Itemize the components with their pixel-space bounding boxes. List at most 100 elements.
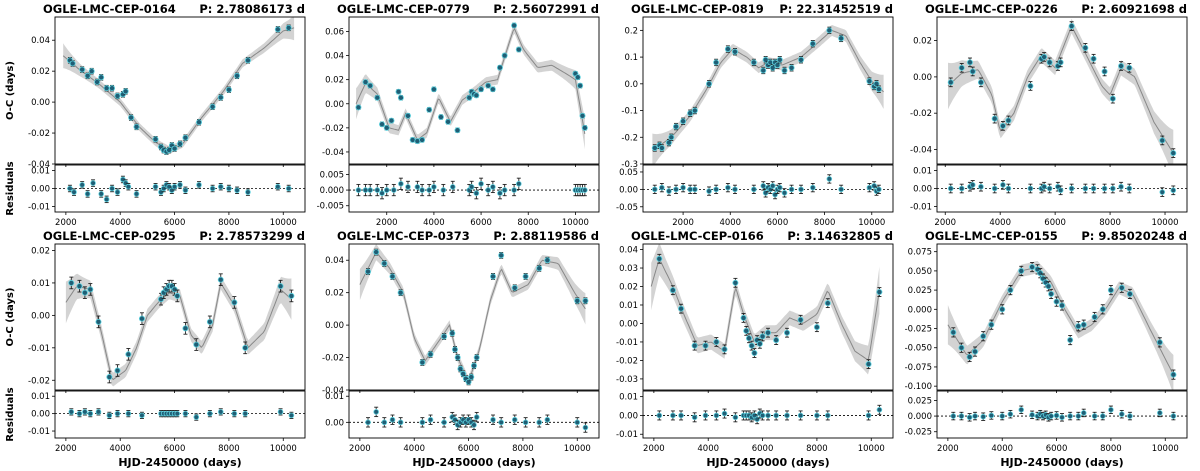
oc-axes-frame [642, 243, 894, 391]
res-xtick-label: 2000 [376, 218, 398, 228]
res-point [485, 187, 491, 193]
res-ytick-label: 0.000 [320, 186, 344, 196]
oc-axes-frame [642, 16, 894, 165]
oc-point [193, 341, 200, 348]
oc-point [489, 86, 496, 93]
model-curve [62, 27, 295, 151]
res-xtick-label: 8000 [218, 444, 240, 454]
res-point [427, 416, 434, 423]
confidence-band [947, 260, 1174, 390]
res-point [90, 180, 96, 186]
res-point [958, 185, 965, 192]
res-point [1000, 182, 1006, 188]
res-point [511, 416, 518, 423]
oc-point [157, 296, 164, 303]
res-xtick-label: 10000 [270, 444, 297, 454]
oc-point [449, 330, 456, 337]
oc-point [388, 117, 395, 124]
res-point [125, 183, 132, 190]
res-ytick-label: 0.00 [31, 410, 50, 420]
oc-point [152, 136, 159, 143]
oc-point [687, 110, 694, 117]
res-point [999, 413, 1006, 419]
oc-point [365, 268, 372, 275]
oc-axes-frame [348, 243, 600, 391]
res-point [876, 186, 882, 193]
res-point [405, 184, 411, 190]
res-point [865, 412, 872, 419]
oc-point [454, 127, 461, 134]
res-point [71, 189, 77, 195]
oc-ytick-label: 0.00 [913, 73, 932, 83]
res-ytick-label: 0.01 [31, 392, 50, 402]
res-point [732, 414, 739, 421]
res-xtick-label: 2000 [643, 444, 665, 454]
oc-point [171, 145, 178, 152]
oc-point [969, 68, 976, 75]
res-point [1099, 413, 1106, 419]
oc-point [225, 86, 232, 93]
oc-ytick-label: 0.02 [619, 283, 638, 293]
oc-point [788, 64, 795, 71]
oc-point [724, 46, 731, 53]
res-plot-area [643, 174, 893, 200]
res-point [582, 424, 589, 431]
oc-point [1118, 63, 1125, 70]
oc-point [759, 333, 766, 340]
res-point [574, 419, 581, 426]
oc-point [1109, 95, 1116, 102]
res-plot-area [937, 180, 1187, 197]
res-xtick-label: 8000 [512, 444, 534, 454]
oc-plot-area [947, 260, 1177, 390]
oc-point [87, 286, 94, 293]
res-point [947, 185, 954, 192]
res-point [68, 409, 75, 415]
res-point [1118, 411, 1125, 417]
res-point [182, 187, 189, 194]
chart-panel-ogle-lmc-cep-0819: OGLE-LMC-CEP-0819 P: 22.31452519 d -0.3 -0.… [616, 2, 894, 228]
oc-point [217, 276, 224, 283]
oc-point [76, 283, 83, 290]
res-xtick-label: 10000 [1152, 444, 1179, 454]
oc-ytick-label: 0.00 [31, 98, 50, 108]
res-point [824, 412, 831, 419]
confidence-band [65, 273, 292, 387]
res-point [381, 419, 388, 426]
oc-point [242, 344, 249, 351]
res-ytick-label: -0.01 [616, 430, 638, 440]
oc-point [706, 80, 713, 87]
oc-point [656, 255, 663, 262]
oc-point [813, 324, 820, 331]
oc-point [466, 94, 473, 101]
oc-axes-frame [54, 243, 306, 391]
oc-point [1037, 270, 1044, 277]
res-ytick-label: 0.00 [325, 418, 344, 428]
res-point [1027, 185, 1034, 192]
res-point [810, 184, 816, 191]
res-point [988, 412, 995, 419]
oc-point [1082, 44, 1089, 51]
oc-ytick-label: -0.01 [28, 344, 50, 354]
oc-point [1170, 371, 1177, 378]
res-point [1067, 413, 1073, 419]
res-ytick-label: 0.01 [913, 166, 932, 176]
oc-point [1005, 117, 1012, 124]
res-point [670, 412, 676, 419]
res-ytick-label: 0.05 [619, 168, 638, 178]
oc-point [473, 354, 480, 361]
oc-point [743, 327, 750, 334]
res-xtick-label: 8000 [814, 218, 836, 228]
res-point [82, 409, 88, 415]
oc-point [673, 123, 680, 130]
res-point [426, 187, 432, 193]
oc-point [465, 378, 472, 385]
res-xtick-label: 4000 [109, 218, 131, 228]
oc-point [114, 92, 121, 99]
res-point [958, 413, 965, 419]
res-xtick-label: 2000 [672, 218, 694, 228]
oc-point [781, 67, 788, 74]
oc-point [114, 367, 121, 374]
oc-point [1090, 55, 1097, 62]
res-point [139, 412, 145, 419]
oc-point [445, 118, 452, 125]
